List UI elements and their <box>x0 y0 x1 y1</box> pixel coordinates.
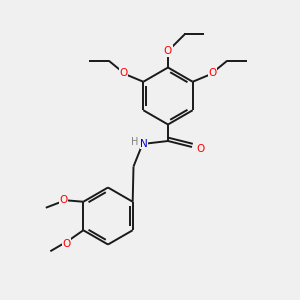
Text: O: O <box>208 68 216 78</box>
Text: O: O <box>60 195 68 205</box>
Text: O: O <box>120 68 128 78</box>
Text: N: N <box>140 139 148 149</box>
Text: O: O <box>164 46 172 56</box>
Text: O: O <box>197 143 205 154</box>
Text: O: O <box>63 239 71 249</box>
Text: H: H <box>131 136 139 147</box>
